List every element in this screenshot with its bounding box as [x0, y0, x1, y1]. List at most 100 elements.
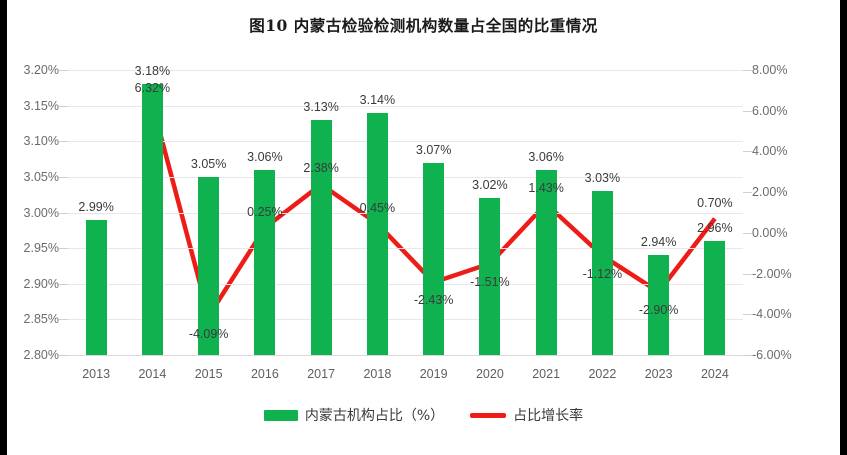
- gridline: [68, 141, 743, 143]
- bar[interactable]: [310, 119, 332, 355]
- bar-value-label: 3.02%: [472, 178, 508, 193]
- bar-value-label: 3.05%: [190, 156, 227, 171]
- bar-value-label: 2.99%: [78, 199, 114, 214]
- y-axis-tickmark-right: [743, 70, 752, 71]
- right-edge-band: [840, 0, 847, 455]
- x-axis-label: 2016: [250, 367, 279, 381]
- bar-swatch-icon: [263, 409, 298, 421]
- chart-container: 图10 内蒙古检验检测机构数量占全国的比重情况 2.80% 2.85% 2.90% 2…: [7, 0, 840, 455]
- gridline: [68, 105, 743, 107]
- x-axis-label: 2019: [419, 367, 448, 381]
- y-axis-label-right: 2.00%: [752, 185, 788, 200]
- bar-value-label: 3.13%: [303, 99, 339, 114]
- gridline: [68, 319, 743, 321]
- x-axis-label: 2015: [194, 367, 223, 381]
- gridline: [68, 212, 743, 214]
- gridline: [68, 176, 743, 178]
- x-axis-label: 2020: [475, 367, 504, 381]
- bar[interactable]: [423, 162, 445, 355]
- plot-area: 2.80% 2.85% 2.90% 2.95% 3.00% 3.05% 3.10% 3.15%…: [24, 64, 792, 380]
- y-axis-label-right: 8.00%: [752, 63, 788, 77]
- bar[interactable]: [479, 198, 501, 355]
- y-axis-label-right: 6.00%: [752, 103, 788, 118]
- line-value-label: -4.09%: [188, 327, 229, 342]
- legend-label-bar: 内蒙古机构占比（%）: [304, 408, 445, 424]
- line-value-label: -2.43%: [413, 293, 454, 308]
- y-axis-tickmark-right: [743, 273, 752, 275]
- bar[interactable]: [648, 255, 670, 355]
- y-axis-tickmark-left: [59, 248, 68, 250]
- y-axis-tickmark-left: [59, 319, 68, 321]
- bar-value-label: 3.06%: [247, 149, 283, 164]
- bar-value-label: 3.03%: [584, 171, 621, 186]
- y-axis-tickmark-left: [59, 355, 68, 356]
- line-value-label: 0.25%: [247, 204, 283, 219]
- bar[interactable]: [591, 191, 613, 355]
- y-axis-tickmark-left: [59, 212, 68, 214]
- bar-value-label: 3.06%: [528, 149, 564, 164]
- bar[interactable]: [141, 84, 163, 355]
- y-axis-label-right: 0.00%: [752, 225, 788, 240]
- line-value-label: 1.43%: [528, 180, 564, 195]
- x-axis-label: 2017: [307, 367, 336, 381]
- y-axis-label-left: 2.80%: [23, 348, 59, 362]
- bar-value-label: 3.07%: [415, 142, 452, 157]
- y-axis-label-left: 3.20%: [23, 63, 59, 77]
- gridline: [68, 355, 743, 356]
- y-axis-tickmark-right: [743, 355, 752, 356]
- y-axis-tickmark-right: [743, 232, 752, 234]
- y-axis-tickmark-left: [59, 141, 68, 143]
- y-axis-label-right: -4.00%: [752, 307, 792, 322]
- y-axis-label-left: 2.85%: [23, 312, 59, 327]
- y-axis-tickmark-left: [59, 70, 68, 71]
- y-axis-tickmark-left: [59, 283, 68, 285]
- bar[interactable]: [366, 112, 388, 355]
- y-axis-tickmark-left: [59, 105, 68, 107]
- line-value-label: 6.32%: [134, 81, 171, 96]
- y-axis-label-left: 3.05%: [23, 169, 59, 184]
- line-value-label: 0.45%: [359, 200, 396, 215]
- legend-item-bar[interactable]: 内蒙古机构占比（%）: [263, 405, 445, 425]
- bar[interactable]: [254, 169, 276, 355]
- bar-value-label: 3.14%: [359, 92, 396, 107]
- bar-value-label: 2.96%: [697, 221, 733, 235]
- y-axis-tickmark-right: [743, 314, 752, 316]
- x-axis-label: 2013: [82, 367, 111, 381]
- bar[interactable]: [198, 176, 220, 355]
- line-value-label: -1.51%: [470, 274, 510, 289]
- bar[interactable]: [535, 169, 557, 355]
- left-edge-band: [0, 0, 7, 455]
- y-axis-tickmark-right: [743, 192, 752, 194]
- x-axis-label: 2021: [532, 367, 561, 381]
- bar-value-label: 2.94%: [640, 235, 677, 250]
- x-axis-label: 2023: [644, 367, 673, 381]
- y-axis-label-right: -6.00%: [752, 348, 792, 362]
- y-axis-label-left: 2.95%: [23, 241, 59, 256]
- x-axis-label: 2024: [700, 367, 729, 381]
- line-value-label: 0.70%: [697, 195, 733, 210]
- y-axis-label-left: 3.15%: [23, 98, 59, 113]
- y-axis-label-left: 3.10%: [23, 134, 59, 149]
- line-value-label: 2.38%: [303, 161, 339, 176]
- chart-legend: 内蒙古机构占比（%） 占比增长率: [7, 405, 840, 425]
- y-axis-label-left: 3.00%: [23, 205, 59, 220]
- bar-value-label: 3.18%: [134, 64, 171, 79]
- legend-label-line: 占比增长率: [513, 408, 584, 424]
- legend-item-line[interactable]: 占比增长率: [470, 405, 583, 425]
- x-axis-label: 2022: [588, 367, 617, 381]
- y-axis-tickmark-right: [743, 110, 752, 112]
- bar[interactable]: [85, 219, 107, 355]
- line-value-label: -2.90%: [638, 302, 679, 317]
- bar[interactable]: [704, 241, 726, 355]
- y-axis-label-left: 2.90%: [23, 276, 59, 291]
- y-axis-tickmark-left: [59, 176, 68, 178]
- gridline: [68, 283, 743, 285]
- gridline: [68, 70, 743, 71]
- chart-title: 图10 内蒙古检验检测机构数量占全国的比重情况: [249, 16, 598, 35]
- y-axis-tickmark-right: [743, 151, 752, 153]
- gridline: [68, 248, 743, 250]
- y-axis-label-right: 4.00%: [752, 144, 788, 159]
- y-axis-label-right: -2.00%: [752, 266, 792, 281]
- line-value-label: -1.12%: [582, 266, 623, 281]
- x-axis-label: 2018: [363, 367, 392, 381]
